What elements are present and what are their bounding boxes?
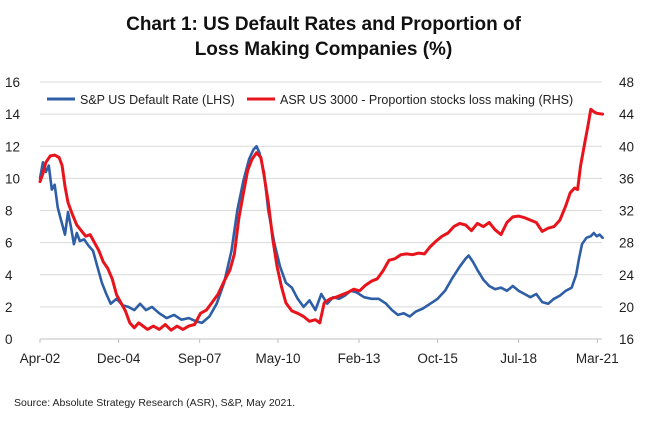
x-tick-label: Dec-04 bbox=[97, 351, 141, 366]
legend-label-1: S&P US Default Rate (LHS) bbox=[80, 93, 235, 107]
y-left-tick-label: 2 bbox=[5, 300, 13, 315]
x-tick-label: Apr-02 bbox=[20, 351, 61, 366]
y-right-tick-label: 24 bbox=[619, 268, 635, 283]
series-lines bbox=[38, 107, 605, 332]
y-right-tick-label: 16 bbox=[619, 332, 634, 347]
y-left-tick-label: 10 bbox=[5, 171, 20, 186]
y-right-tick-label: 48 bbox=[619, 75, 634, 90]
series-line-1 bbox=[38, 145, 604, 325]
y-left-tick-label: 8 bbox=[5, 204, 13, 219]
y-right-tick-label: 36 bbox=[619, 171, 634, 186]
legend: S&P US Default Rate (LHS) ASR US 3000 - P… bbox=[47, 93, 573, 107]
y-right-tick-label: 40 bbox=[619, 139, 634, 154]
y-left-tick-label: 4 bbox=[5, 268, 13, 283]
y-right-tick-label: 20 bbox=[619, 300, 634, 315]
y-right-tick-label: 44 bbox=[619, 107, 635, 122]
series-line-2 bbox=[38, 107, 605, 332]
x-tick-label: May-10 bbox=[255, 351, 300, 366]
y-left-tick-label: 16 bbox=[5, 75, 20, 90]
x-tick-label: Mar-21 bbox=[576, 351, 619, 366]
chart-title-line-1: Chart 1: US Default Rates and Proportion… bbox=[126, 14, 521, 35]
y-right-tick-label: 28 bbox=[619, 236, 634, 251]
x-tick-label: Sep-07 bbox=[178, 351, 222, 366]
x-tick-label: Oct-15 bbox=[417, 351, 458, 366]
legend-label-2: ASR US 3000 - Proportion stocks loss mak… bbox=[280, 93, 573, 107]
y-left-tick-label: 0 bbox=[5, 332, 13, 347]
x-tick-label: Feb-13 bbox=[338, 351, 381, 366]
x-tick-label: Jul-18 bbox=[500, 351, 537, 366]
y-left-tick-label: 6 bbox=[5, 236, 13, 251]
y-left-tick-label: 12 bbox=[5, 139, 20, 154]
y-left-tick-label: 14 bbox=[5, 107, 21, 122]
chart-title-line-2: Loss Making Companies (%) bbox=[194, 39, 453, 60]
y-right-tick-label: 32 bbox=[619, 204, 634, 219]
source-note: Source: Absolute Strategy Research (ASR)… bbox=[14, 397, 296, 409]
chart-title: Chart 1: US Default Rates and Proportion… bbox=[0, 12, 647, 62]
gridlines bbox=[40, 81, 602, 308]
